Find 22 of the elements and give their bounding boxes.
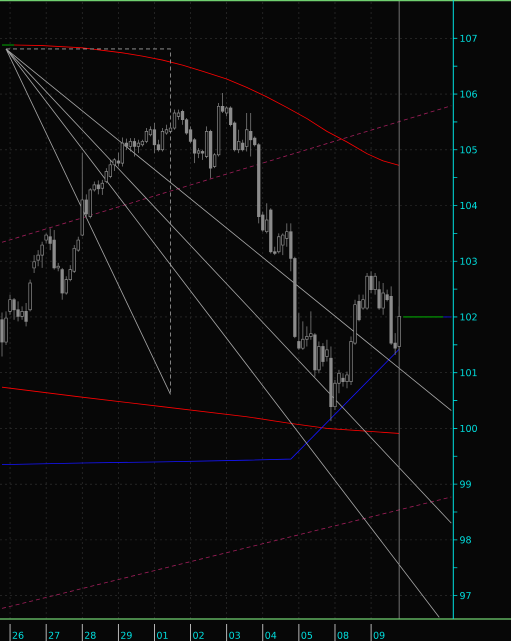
x-tick-label: 27 [48,632,60,639]
x-tick-label: 09 [374,632,384,639]
x-tick-label: 04 [265,632,276,639]
y-tick-label: 104 [460,202,478,210]
y-tick-label: 103 [460,258,477,265]
x-tick-label: 08 [338,632,348,639]
y-tick-label: 97 [460,592,471,600]
x-tick-label: 02 [193,632,204,639]
y-tick-label: 102 [460,313,477,321]
y-tick-label: 98 [460,536,471,544]
y-tick-label: 99 [460,480,471,488]
x-tick-label: 05 [301,632,312,639]
y-tick-label: 101 [460,369,477,376]
y-tick-label: 106 [460,90,477,98]
x-tick-label: 28 [84,632,96,639]
y-tick-label: 100 [460,424,477,432]
x-tick-label: 29 [121,632,132,639]
x-tick-label: 01 [157,632,168,639]
x-tick-label: 03 [229,632,240,639]
x-tick-label: 26 [12,632,24,639]
y-tick-label: 107 [460,34,477,42]
y-tick-label: 105 [460,146,477,154]
